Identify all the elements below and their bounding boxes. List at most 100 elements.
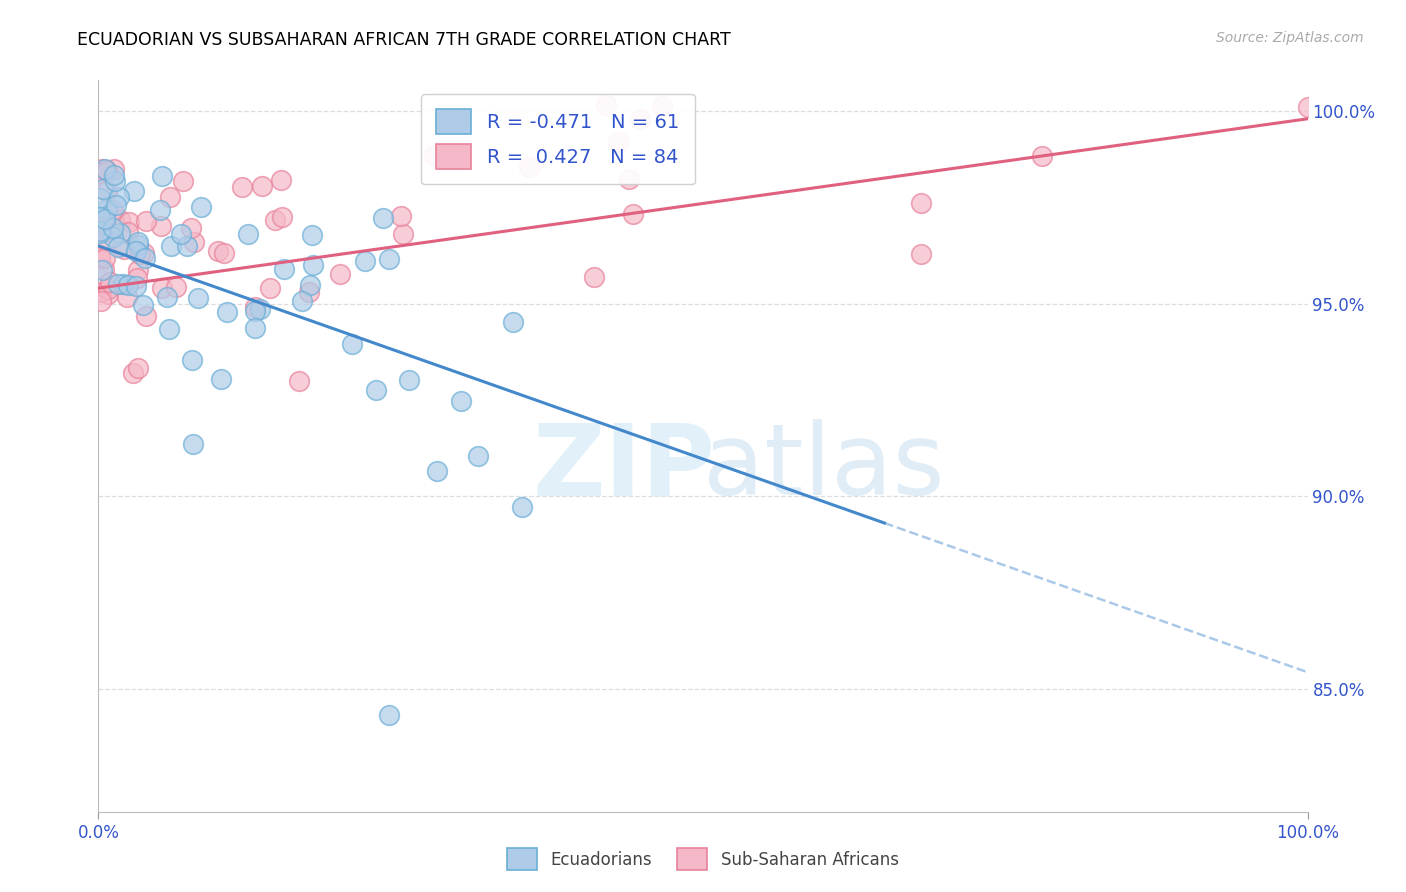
Point	[377, 708, 399, 723]
Point	[89, 227, 111, 241]
Point	[121, 366, 143, 380]
Point	[583, 270, 606, 285]
Point	[364, 384, 387, 398]
Point	[112, 242, 135, 256]
Point	[426, 464, 449, 478]
Point	[150, 219, 173, 233]
Point	[502, 315, 524, 329]
Point	[651, 99, 673, 113]
Point	[94, 251, 117, 265]
Point	[104, 174, 127, 188]
Point	[135, 309, 157, 323]
Point	[107, 240, 129, 254]
Point	[90, 285, 112, 300]
Point	[97, 226, 120, 240]
Point	[150, 169, 173, 183]
Point	[159, 189, 181, 203]
Point	[180, 221, 202, 235]
Point	[96, 202, 118, 217]
Point	[108, 213, 131, 227]
Point	[249, 301, 271, 316]
Point	[94, 233, 117, 247]
Point	[96, 184, 118, 198]
Point	[135, 214, 157, 228]
Point	[129, 247, 152, 261]
Point	[132, 298, 155, 312]
Point	[89, 210, 111, 224]
Point	[94, 212, 117, 227]
Point	[101, 202, 124, 217]
Point	[510, 500, 533, 514]
Point	[91, 263, 114, 277]
Point	[91, 220, 114, 235]
Point	[107, 277, 129, 292]
Point	[595, 97, 617, 112]
Point	[187, 291, 209, 305]
Point	[117, 225, 139, 239]
Point	[180, 352, 202, 367]
Point	[98, 275, 121, 289]
Point	[373, 211, 395, 226]
Point	[273, 261, 295, 276]
Point	[105, 197, 128, 211]
Point	[165, 280, 187, 294]
Point	[91, 182, 114, 196]
Point	[176, 239, 198, 253]
Point	[517, 160, 540, 174]
Point	[617, 172, 640, 186]
Point	[238, 227, 260, 241]
Point	[450, 394, 472, 409]
Point	[103, 169, 125, 183]
Point	[172, 174, 194, 188]
Point	[108, 190, 131, 204]
Point	[301, 227, 323, 242]
Point	[159, 239, 181, 253]
Point	[910, 196, 932, 211]
Point	[125, 271, 148, 285]
Point	[467, 449, 489, 463]
Point	[190, 201, 212, 215]
Point	[606, 135, 628, 149]
Point	[127, 263, 149, 277]
Point	[181, 436, 204, 450]
Point	[353, 254, 375, 268]
Point	[389, 209, 412, 223]
Point	[157, 322, 180, 336]
Point	[392, 227, 415, 242]
Point	[127, 361, 149, 376]
Text: atlas: atlas	[703, 419, 945, 516]
Point	[423, 148, 446, 162]
Point	[93, 261, 115, 276]
Point	[93, 161, 115, 176]
Legend: R = -0.471   N = 61, R =  0.427   N = 84: R = -0.471 N = 61, R = 0.427 N = 84	[420, 94, 695, 185]
Point	[103, 215, 125, 229]
Point	[122, 184, 145, 198]
Point	[90, 166, 112, 180]
Legend: Ecuadorians, Sub-Saharan Africans: Ecuadorians, Sub-Saharan Africans	[501, 842, 905, 877]
Point	[298, 285, 321, 299]
Point	[270, 173, 292, 187]
Point	[291, 294, 314, 309]
Text: ZIP: ZIP	[533, 419, 716, 516]
Point	[243, 300, 266, 314]
Point	[298, 277, 321, 292]
Point	[117, 277, 139, 292]
Point	[115, 290, 138, 304]
Point	[125, 279, 148, 293]
Point	[250, 178, 273, 193]
Point	[89, 191, 111, 205]
Text: Source: ZipAtlas.com: Source: ZipAtlas.com	[1216, 31, 1364, 45]
Point	[398, 373, 420, 387]
Point	[259, 281, 281, 295]
Point	[96, 164, 118, 178]
Point	[243, 304, 266, 318]
Point	[377, 252, 399, 266]
Point	[302, 258, 325, 272]
Point	[342, 337, 364, 351]
Point	[207, 244, 229, 259]
Point	[112, 277, 135, 292]
Point	[89, 224, 111, 238]
Point	[910, 246, 932, 260]
Point	[243, 321, 266, 335]
Point	[97, 286, 120, 301]
